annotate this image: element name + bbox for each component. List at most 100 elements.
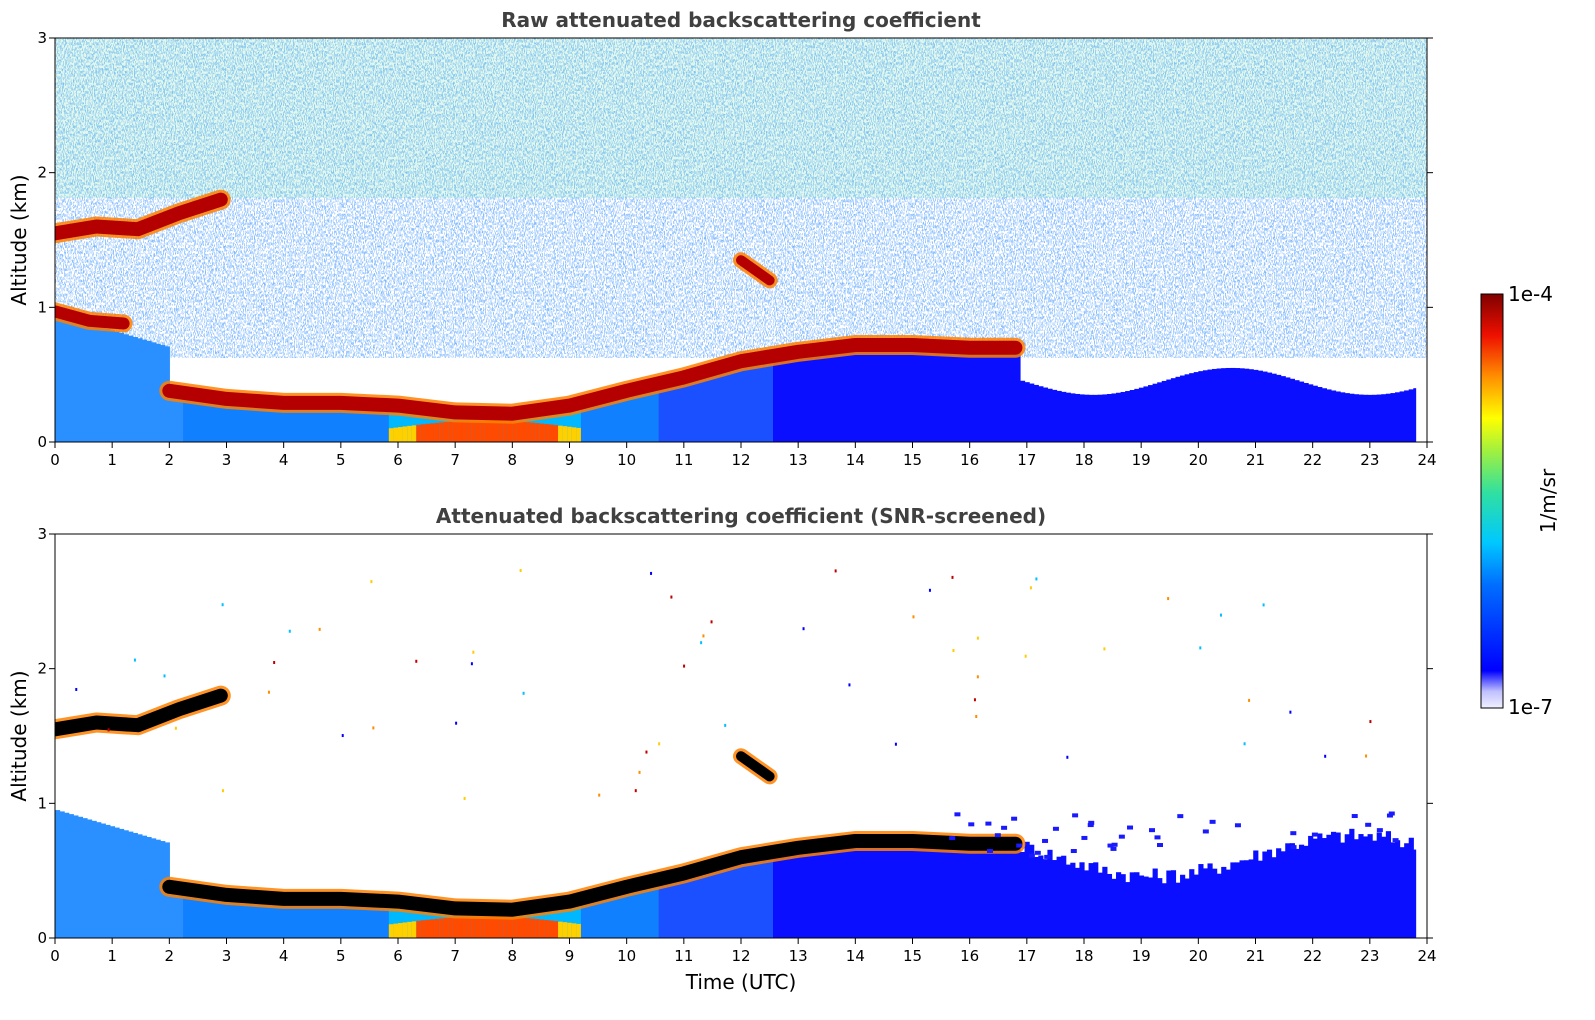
fill-column: [224, 894, 230, 938]
layer-boundary-layer-top: [162, 834, 1023, 917]
speckle: [1070, 849, 1077, 854]
fill-column: [1330, 831, 1337, 938]
fill-column: [699, 868, 706, 938]
fill-column: [937, 346, 943, 442]
fill-column: [384, 404, 390, 442]
fill-column: [786, 849, 792, 938]
fill-column: [891, 345, 898, 442]
surface-column: [553, 425, 559, 442]
fill-column: [567, 901, 573, 938]
speckle: [1369, 720, 1372, 724]
speckle: [700, 641, 703, 645]
fill-column: [155, 343, 161, 442]
fill-column: [814, 845, 820, 938]
surface-column: [548, 920, 555, 938]
speckle: [1376, 828, 1383, 833]
fill-column: [631, 389, 637, 442]
fill-column: [640, 387, 646, 442]
fill-column: [64, 812, 70, 938]
speckle: [994, 833, 1001, 838]
fill-column: [649, 881, 655, 938]
fill-column: [608, 891, 614, 938]
fill-column: [178, 888, 184, 938]
fill-column: [201, 891, 207, 938]
fill-column: [869, 841, 875, 938]
fill-column: [1152, 383, 1158, 442]
fill-column: [1390, 842, 1396, 938]
speckle: [1111, 842, 1118, 847]
fill-column: [1106, 873, 1113, 938]
fill-column: [1216, 368, 1222, 442]
speckle: [986, 849, 993, 854]
fill-column: [1362, 836, 1369, 938]
fill-column: [855, 841, 861, 938]
fill-column: [946, 346, 952, 442]
surface-column: [539, 423, 545, 442]
fill-column: [173, 391, 180, 442]
surface-column: [407, 921, 413, 938]
fill-column: [1202, 370, 1209, 442]
x-tick-label: 19: [1132, 947, 1151, 965]
surface-column: [480, 420, 486, 442]
fill-column: [663, 878, 669, 938]
fill-column: [1175, 882, 1181, 938]
fill-column: [681, 873, 687, 938]
fill-column: [558, 903, 564, 938]
layer-elevated-patch: [736, 255, 775, 286]
speckle: [1110, 846, 1117, 851]
fill-column: [1399, 391, 1405, 442]
fill-column: [1271, 857, 1277, 938]
fill-column: [823, 348, 829, 442]
fill-column: [745, 856, 751, 938]
fill-column: [919, 841, 925, 938]
fill-column: [1230, 862, 1236, 938]
fill-column: [1353, 394, 1359, 442]
fill-column: [73, 319, 79, 442]
fill-column: [1408, 837, 1414, 938]
surface-column: [516, 421, 523, 442]
fill-column: [114, 827, 120, 938]
fill-column: [274, 402, 280, 442]
fill-column: [146, 341, 152, 442]
ylabel-raw: Altitude (km): [7, 174, 31, 305]
fill-column: [667, 877, 673, 938]
fill-column: [269, 401, 276, 442]
fill-column: [1134, 872, 1140, 938]
surface-column: [503, 916, 509, 938]
fill-column: [1276, 374, 1282, 442]
fill-column: [1248, 369, 1254, 442]
fill-column: [1248, 859, 1254, 938]
fill-column: [1138, 387, 1145, 442]
fill-column: [1221, 866, 1227, 938]
fill-column: [1266, 849, 1273, 938]
fill-column: [1157, 878, 1163, 938]
fill-column: [205, 395, 212, 442]
fill-column: [763, 357, 770, 442]
fill-column: [393, 901, 399, 938]
fill-column: [365, 900, 372, 938]
colorbar-unit-label: 1/m/sr: [1536, 468, 1560, 533]
fill-column: [1175, 376, 1181, 442]
surface-column: [402, 922, 408, 938]
surface-column: [521, 917, 527, 938]
speckle: [1311, 832, 1318, 837]
fill-column: [1335, 391, 1341, 442]
x-tick-label: 20: [1189, 947, 1208, 965]
fill-column: [786, 353, 792, 442]
fill-column: [141, 339, 148, 442]
fill-column: [132, 336, 138, 442]
speckle: [472, 650, 475, 654]
fill-column: [1394, 840, 1401, 938]
speckle: [670, 595, 673, 599]
speckle: [949, 836, 956, 841]
fill-column: [1257, 370, 1263, 442]
fill-column: [690, 871, 696, 938]
fill-column: [1303, 382, 1309, 442]
speckle: [1154, 835, 1161, 840]
fill-column: [1344, 834, 1350, 938]
surface-column: [388, 924, 395, 938]
fill-column: [1244, 368, 1250, 442]
panel-raw: Raw attenuated backscattering coefficien…: [7, 8, 1437, 469]
fill-column: [347, 899, 353, 938]
